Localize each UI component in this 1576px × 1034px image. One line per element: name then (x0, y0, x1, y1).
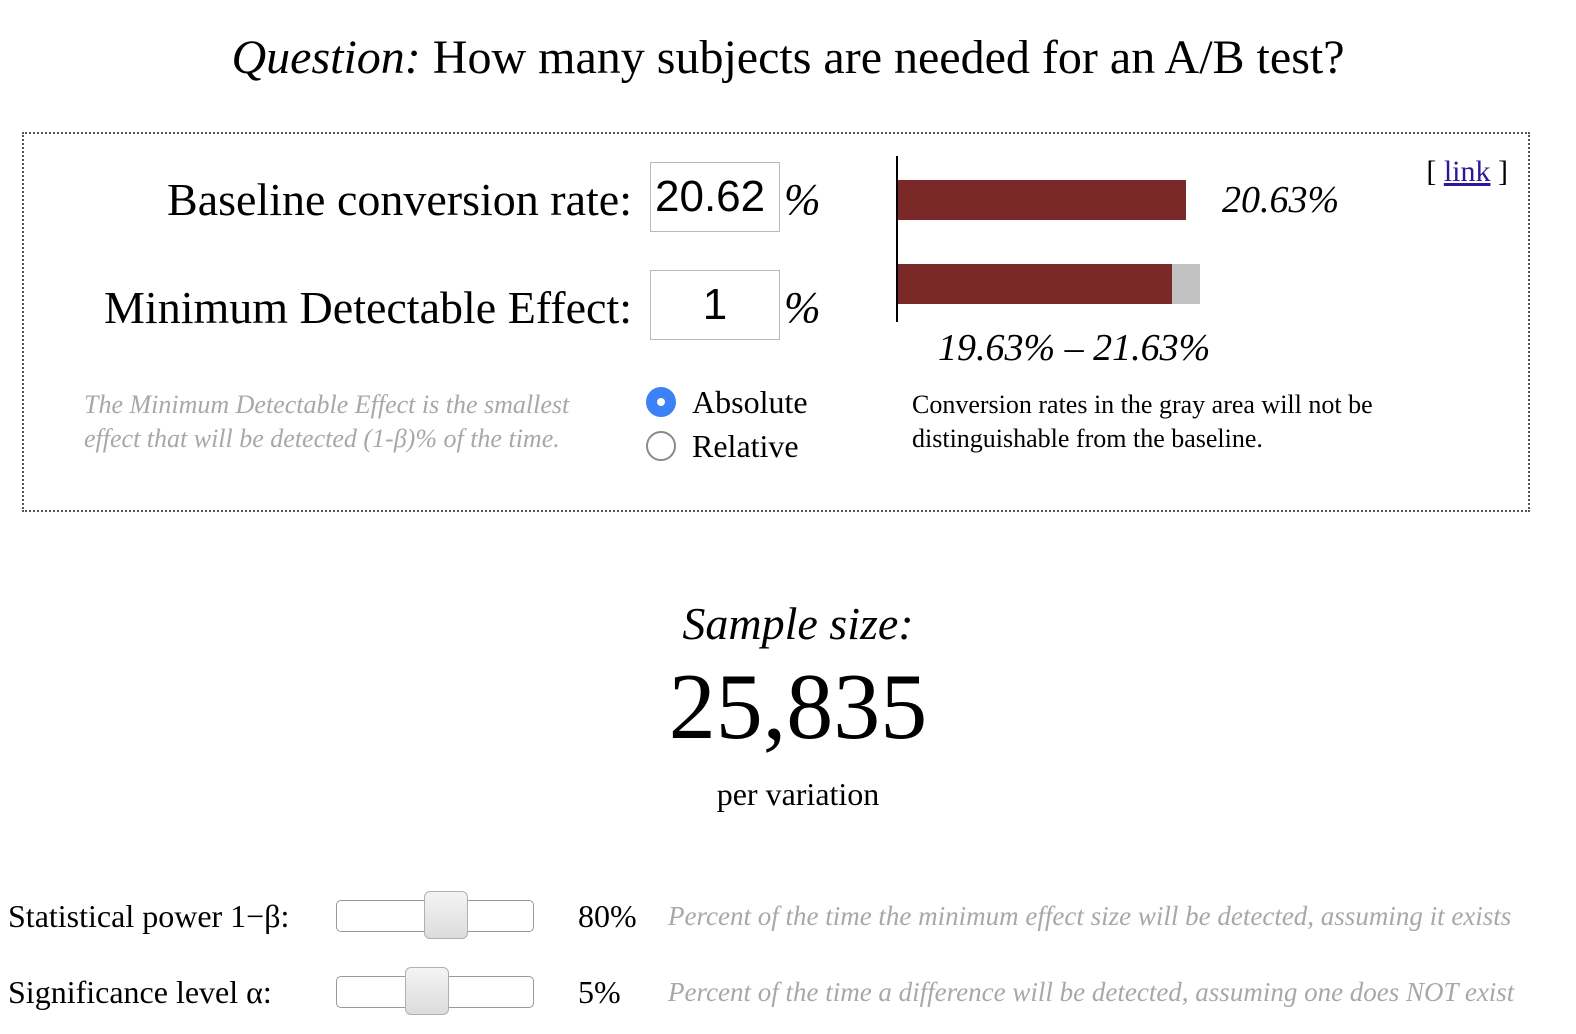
sample-size-unit: per variation (716, 776, 880, 812)
range-bar-label: 19.63% – 21.63% (938, 327, 1211, 369)
mde-unit: % (784, 283, 821, 332)
sample-size-value: 25,835 (668, 655, 928, 759)
radio-relative-button[interactable] (646, 431, 676, 461)
baseline-label: Baseline conversion rate: (167, 174, 632, 225)
mde-label: Minimum Detectable Effect: (104, 282, 632, 333)
radio-relative[interactable]: Relative (646, 426, 799, 466)
page-title: Question: How many subjects are needed f… (0, 28, 1576, 88)
question-prefix: Question: (231, 31, 421, 84)
radio-relative-label[interactable]: Relative (692, 428, 799, 464)
power-slider-thumb[interactable] (423, 891, 468, 939)
permalink[interactable]: link (1443, 155, 1491, 188)
radio-absolute-label[interactable]: Absolute (692, 384, 808, 420)
baseline-input[interactable]: 20.62 (650, 162, 780, 232)
mde-input-value: 1 (702, 280, 728, 329)
significance-value: 5% (578, 974, 621, 1010)
baseline-input-value: 20.62 (655, 172, 766, 221)
power-value: 80% (578, 898, 637, 934)
baseline-bar (898, 180, 1186, 220)
link-bracket-open: [ (1426, 155, 1437, 188)
radio-absolute[interactable]: Absolute (646, 382, 808, 422)
sample-size-title: Sample size: (682, 598, 914, 649)
significance-label: Significance level α: (8, 974, 272, 1010)
link-bracket-close: ] (1498, 155, 1508, 188)
baseline-unit: % (784, 175, 821, 224)
mde-input[interactable]: 1 (650, 270, 780, 340)
baseline-bar-label: 20.63% (1222, 179, 1340, 221)
significance-description: Percent of the time a difference will be… (668, 977, 1515, 1007)
input-panel: Baseline conversion rate: 20.62 % Minimu… (22, 132, 1530, 512)
significance-slider[interactable] (336, 967, 534, 1015)
power-label: Statistical power 1−β: (8, 898, 290, 934)
range-bar-gray (1172, 264, 1200, 304)
radio-absolute-button[interactable] (646, 387, 676, 417)
range-bar-lower (898, 264, 1173, 304)
chart-axis (896, 156, 898, 322)
link-area: [ link ] (1426, 154, 1508, 190)
chart-note: Conversion rates in the gray area will n… (912, 390, 1373, 453)
question-text: How many subjects are needed for an A/B … (420, 31, 1345, 84)
power-slider[interactable] (336, 891, 534, 939)
significance-slider-thumb[interactable] (405, 967, 450, 1015)
mde-description: The Minimum Detectable Effect is the sma… (84, 390, 570, 453)
power-description: Percent of the time the minimum effect s… (668, 901, 1512, 931)
